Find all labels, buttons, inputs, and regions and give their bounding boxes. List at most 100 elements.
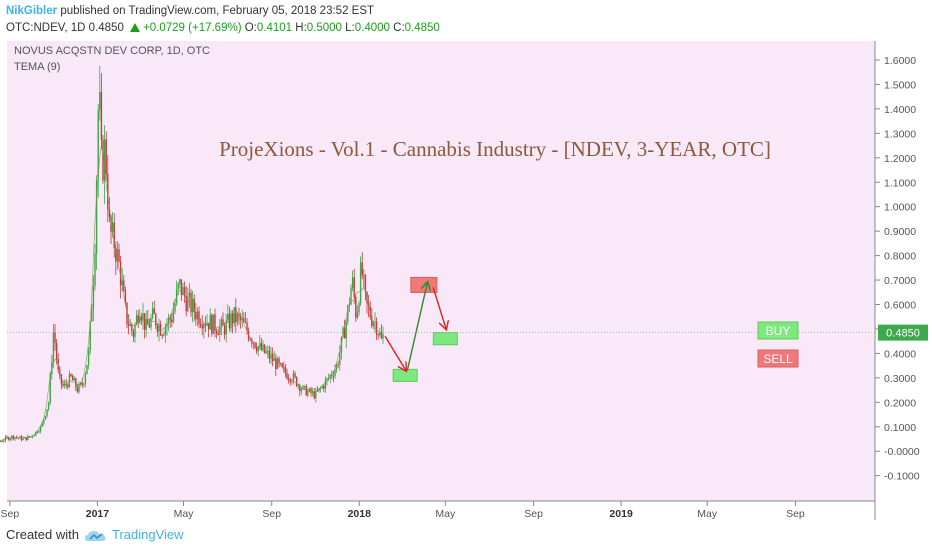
candle-body: [347, 305, 349, 322]
tema-line: [0, 145, 384, 442]
candle-body: [230, 313, 232, 329]
candle-body: [119, 261, 122, 286]
indicator-label: TEMA (9): [14, 61, 60, 73]
x-tick-label: May: [174, 508, 195, 520]
candle-body: [142, 313, 144, 321]
tradingview-brand[interactable]: TradingView: [112, 527, 184, 542]
last-price: 0.4850: [88, 22, 124, 34]
price-axis: 1.6000 1.5000 1.4000 1.3000 1.2000 1.1000 1.00…: [875, 55, 920, 483]
candle-body: [278, 358, 280, 364]
candle-body: [140, 316, 143, 321]
high-label: H:: [295, 22, 307, 34]
last-price-box: [878, 324, 928, 341]
candle-body: [262, 344, 264, 350]
candle-body: [334, 369, 336, 377]
y-tick-label: 1.1000: [884, 177, 916, 189]
candle-body: [260, 343, 263, 350]
candle-body: [364, 275, 367, 292]
candle-body: [175, 289, 178, 304]
candle-body: [97, 110, 99, 181]
candle-body: [268, 350, 271, 359]
candle-body: [275, 358, 277, 370]
candle-body: [185, 296, 187, 312]
x-tick-label: 2019: [609, 508, 633, 520]
candle-body: [273, 358, 275, 361]
candle-body: [300, 389, 303, 392]
candle-body: [302, 385, 304, 390]
candle-body: [22, 438, 24, 441]
candle-body: [62, 383, 64, 386]
candle-body: [271, 353, 274, 361]
candle-body: [187, 296, 189, 312]
open-label: O:: [244, 22, 257, 34]
candle-body: [342, 327, 344, 337]
candle-body: [231, 313, 234, 324]
projection-arrow: [384, 335, 406, 370]
candle-body: [102, 139, 104, 181]
candle-body: [71, 375, 74, 381]
quote-line: OTC:NDEV, 1D 0.4850 +0.0729 (+17.69%) O:…: [6, 22, 440, 34]
candle-body: [153, 308, 155, 314]
candle-body: [209, 315, 211, 330]
candle-body: [363, 275, 365, 277]
candle-body: [163, 334, 165, 336]
created-with-text: Created with: [6, 527, 79, 542]
candle-body: [127, 324, 130, 326]
candle-body: [190, 292, 192, 313]
x-tick-label: Sep: [786, 508, 805, 520]
x-tick-label: Sep: [1, 508, 20, 520]
candle-body: [206, 322, 208, 326]
candle-body: [279, 363, 282, 365]
published-text: published on TradingView.com, February 0…: [60, 5, 375, 17]
candle-body: [215, 330, 218, 334]
buy-signal-box: [392, 368, 418, 382]
candle-body: [139, 316, 141, 323]
candle-body: [371, 317, 373, 326]
candle-body: [182, 286, 184, 296]
chart-header: NikGibler published on TradingView.com, …: [0, 0, 932, 38]
candle-body: [148, 324, 151, 328]
candle-body: [91, 308, 93, 322]
candle-body: [76, 387, 79, 392]
candle-body: [372, 322, 375, 326]
candle-body: [38, 431, 40, 433]
candle-body: [35, 431, 37, 436]
y-tick-label: 1.3000: [884, 128, 916, 140]
candle-body: [238, 313, 240, 317]
y-tick-label: 0.9000: [884, 226, 916, 238]
candles: [0, 66, 384, 444]
x-tick-label: May: [435, 508, 456, 520]
candle-body: [52, 332, 55, 362]
candle-body: [49, 374, 51, 403]
candle-body: [332, 376, 335, 377]
candle-body: [358, 303, 360, 313]
candle-body: [103, 139, 106, 181]
author-link[interactable]: NikGibler: [6, 5, 58, 17]
candle-body: [107, 174, 109, 210]
instrument-title: NOVUS ACQSTN DEV CORP, 1D, OTC: [14, 45, 210, 57]
candle-body: [47, 402, 50, 410]
candle-body: [94, 253, 96, 286]
candle-body: [353, 277, 355, 298]
candle-body: [7, 437, 10, 440]
candle-body: [86, 364, 88, 374]
candle-body: [81, 382, 83, 385]
candle-body: [147, 319, 149, 325]
high-value: 0.5000: [306, 22, 342, 34]
candle-body: [25, 437, 27, 440]
candle-body: [243, 318, 245, 322]
candle-body: [214, 314, 216, 331]
candle-body: [219, 326, 221, 336]
candle-body: [283, 366, 285, 368]
price-chart[interactable]: NOVUS ACQSTN DEV CORP, 1D, OTC TEMA (9) …: [0, 38, 932, 521]
candle-body: [115, 247, 117, 262]
y-tick-label: 0.8000: [884, 251, 916, 263]
up-arrow-icon: [130, 23, 141, 32]
candle-body: [118, 249, 120, 262]
candle-body: [36, 431, 39, 433]
candle-body: [159, 324, 162, 336]
candle-body: [323, 386, 325, 389]
candle-body: [83, 383, 85, 385]
chart-area[interactable]: NOVUS ACQSTN DEV CORP, 1D, OTC TEMA (9) …: [0, 38, 932, 521]
last-price-value: 0.4850: [886, 328, 920, 340]
